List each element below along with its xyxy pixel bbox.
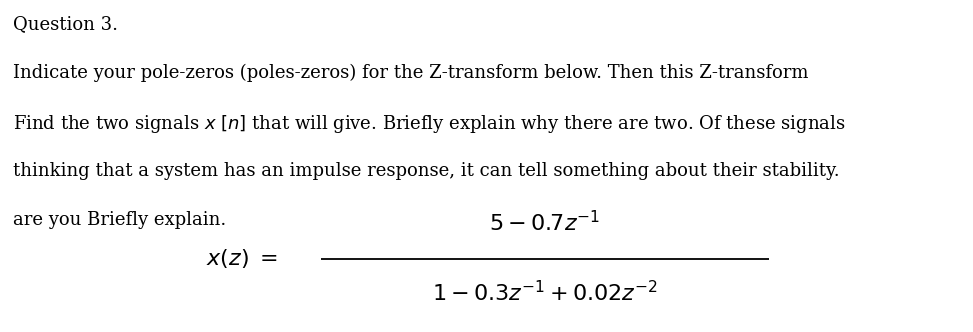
- Text: Indicate your pole-zeros (poles-zeros) for the Z-transform below. Then this Z-tr: Indicate your pole-zeros (poles-zeros) f…: [13, 64, 809, 82]
- Text: $5 - 0.7z^{-1}$: $5 - 0.7z^{-1}$: [489, 211, 600, 237]
- Text: thinking that a system has an impulse response, it can tell something about thei: thinking that a system has an impulse re…: [13, 162, 840, 180]
- Text: $x(z)\;=$: $x(z)\;=$: [206, 247, 277, 271]
- Text: $1 - 0.3z^{-1} + 0.02z^{-2}$: $1 - 0.3z^{-1} + 0.02z^{-2}$: [432, 281, 658, 306]
- Text: are you Briefly explain.: are you Briefly explain.: [13, 211, 226, 229]
- Text: Find the two signals $x$ $[n]$ that will give. Briefly explain why there are two: Find the two signals $x$ $[n]$ that will…: [13, 113, 846, 135]
- Text: Question 3.: Question 3.: [13, 15, 118, 33]
